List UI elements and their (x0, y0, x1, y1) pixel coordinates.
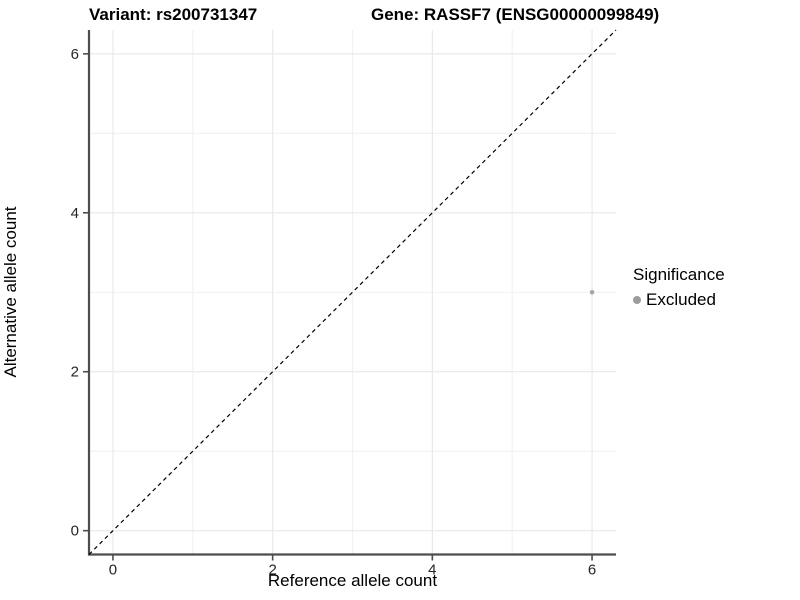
y-tick-label: 4 (71, 205, 79, 222)
x-tick-label: 0 (109, 562, 117, 579)
y-tick-label: 6 (71, 46, 79, 63)
legend: Significance Excluded (633, 265, 725, 310)
y-tick-label: 0 (71, 523, 79, 540)
y-tick-label: 2 (71, 364, 79, 381)
legend-item-excluded: Excluded (633, 290, 725, 310)
legend-item-label: Excluded (646, 290, 716, 309)
plot-title-gene: Gene: RASSF7 (ENSG00000099849) (371, 5, 660, 24)
identity-reference-line (88, 29, 617, 555)
legend-swatch-circle-icon (633, 296, 641, 304)
y-axis-title-text: Alternative allele count (1, 206, 20, 378)
x-axis-title: Reference allele count (267, 571, 438, 590)
data-point-excluded (589, 289, 595, 295)
x-tick-label: 2 (268, 562, 276, 579)
legend-title: Significance (633, 265, 725, 284)
plot-title-variant: Variant: rs200731347 (89, 5, 258, 24)
x-tick-label: 4 (428, 562, 436, 579)
x-tick-label: 6 (588, 562, 596, 579)
